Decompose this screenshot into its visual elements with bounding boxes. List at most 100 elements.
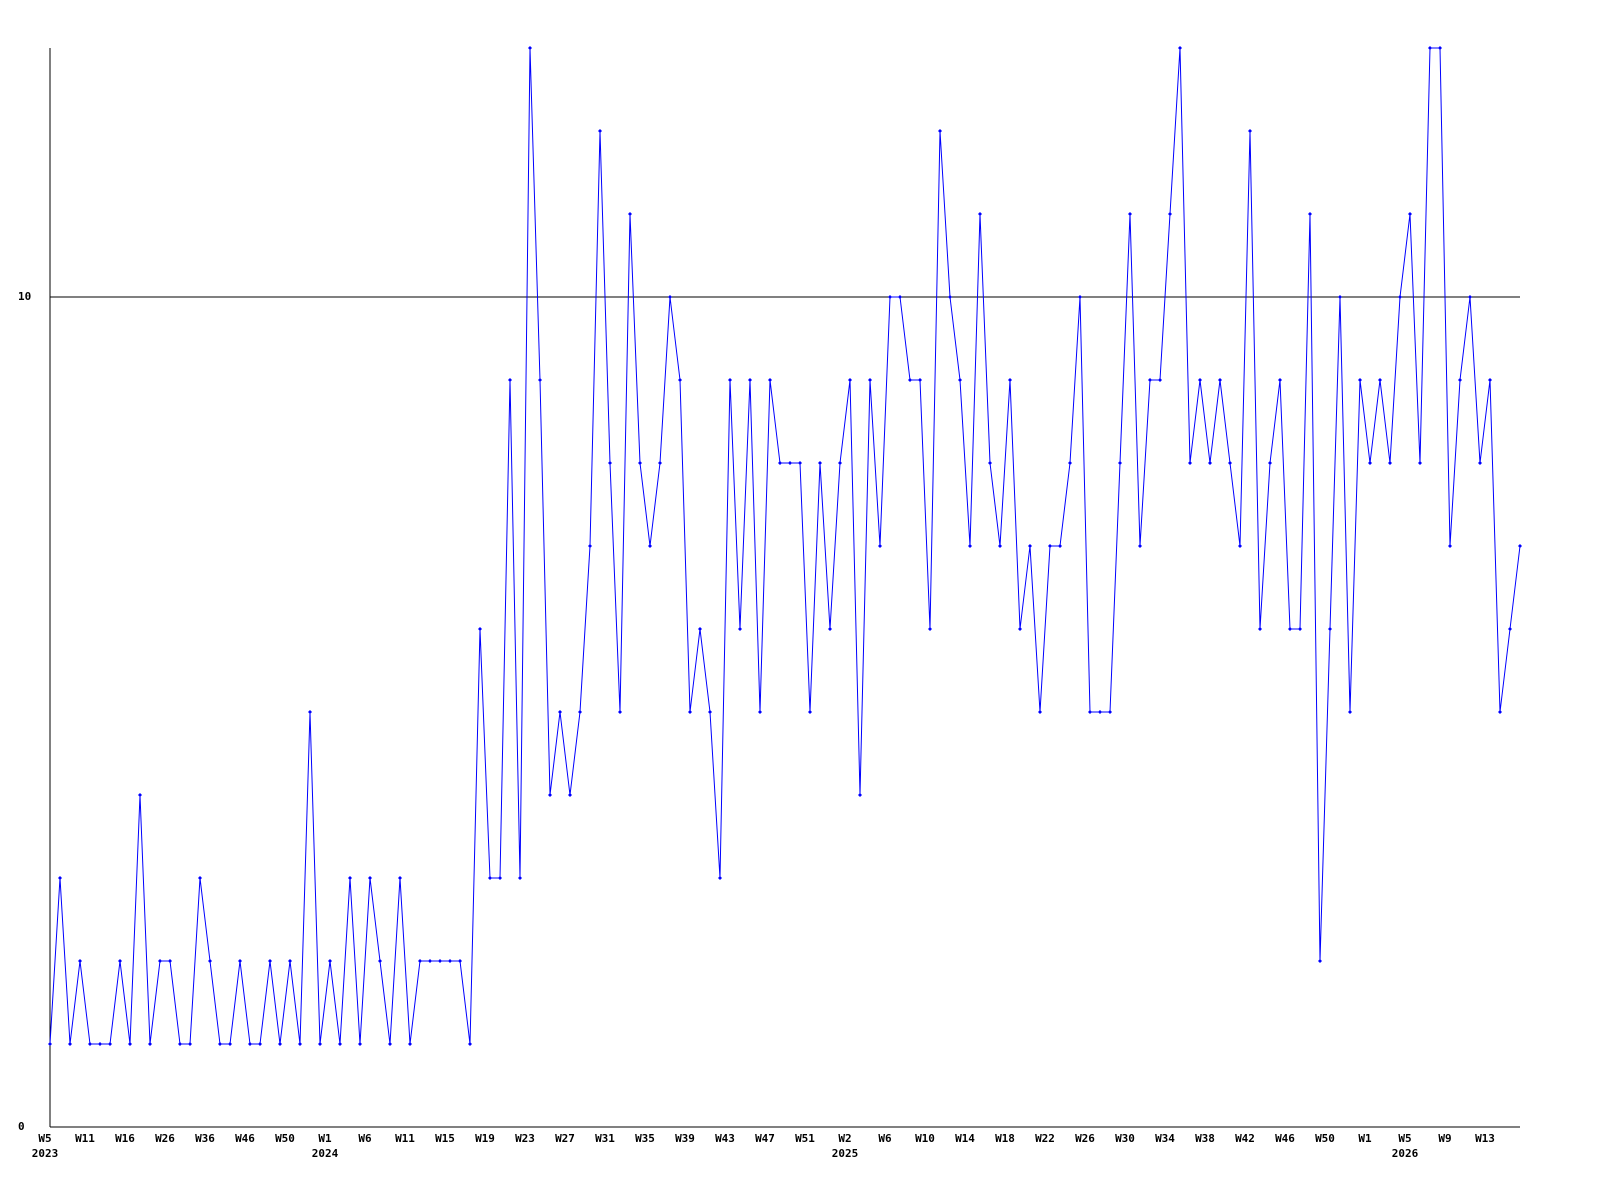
x-tick-label: W36 xyxy=(195,1132,215,1145)
point xyxy=(688,710,692,714)
point xyxy=(648,544,652,548)
point xyxy=(148,1042,152,1046)
point xyxy=(1118,461,1122,465)
point xyxy=(718,876,722,880)
point xyxy=(928,627,932,631)
x-tick-label: W30 xyxy=(1115,1132,1135,1145)
point xyxy=(678,378,682,382)
x-tick-label: W5 xyxy=(1398,1132,1411,1145)
point xyxy=(408,1042,412,1046)
point xyxy=(738,627,742,631)
point xyxy=(758,710,762,714)
point xyxy=(938,129,942,133)
point xyxy=(118,959,122,963)
point xyxy=(1098,710,1102,714)
point xyxy=(1268,461,1272,465)
point xyxy=(848,378,852,382)
x-tick-label: W18 xyxy=(995,1132,1015,1145)
point xyxy=(838,461,842,465)
point xyxy=(178,1042,182,1046)
point xyxy=(1058,544,1062,548)
point xyxy=(1078,295,1082,299)
point xyxy=(128,1042,132,1046)
point xyxy=(448,959,452,963)
point xyxy=(308,710,312,714)
x-tick-label: W50 xyxy=(1315,1132,1335,1145)
x-tick-label: W39 xyxy=(675,1132,695,1145)
point xyxy=(1288,627,1292,631)
x-tick-label: W11 xyxy=(75,1132,95,1145)
point xyxy=(968,544,972,548)
point xyxy=(1488,378,1492,382)
x-tick-label: W27 xyxy=(555,1132,575,1145)
y-tick-label: 10 xyxy=(18,290,31,303)
point xyxy=(918,378,922,382)
x-tick-label: W1 xyxy=(1358,1132,1372,1145)
point xyxy=(1228,461,1232,465)
x-tick-label: W23 xyxy=(515,1132,535,1145)
point xyxy=(898,295,902,299)
x-tick-label: W6 xyxy=(878,1132,892,1145)
point xyxy=(1358,378,1362,382)
point xyxy=(388,1042,392,1046)
point xyxy=(338,1042,342,1046)
point xyxy=(1218,378,1222,382)
point xyxy=(1408,212,1412,216)
point xyxy=(788,461,792,465)
point xyxy=(1178,46,1182,50)
point xyxy=(1448,544,1452,548)
point xyxy=(288,959,292,963)
point xyxy=(578,710,582,714)
point xyxy=(618,710,622,714)
x-tick-label: W51 xyxy=(795,1132,815,1145)
point xyxy=(298,1042,302,1046)
point xyxy=(158,959,162,963)
point xyxy=(418,959,422,963)
point xyxy=(358,1042,362,1046)
x-tick-label: W47 xyxy=(755,1132,775,1145)
x-tick-label: W16 xyxy=(115,1132,135,1145)
x-tick-label: W15 xyxy=(435,1132,455,1145)
point xyxy=(658,461,662,465)
point xyxy=(1348,710,1352,714)
point xyxy=(818,461,822,465)
x-tick-label: W5 xyxy=(38,1132,51,1145)
point xyxy=(958,378,962,382)
point xyxy=(1308,212,1312,216)
x-tick-label: W50 xyxy=(275,1132,295,1145)
x-tick-label: W11 xyxy=(395,1132,415,1145)
point xyxy=(988,461,992,465)
x-year-label: 2025 xyxy=(832,1147,859,1160)
point xyxy=(1038,710,1042,714)
x-tick-label: W46 xyxy=(1275,1132,1295,1145)
point xyxy=(998,544,1002,548)
point xyxy=(378,959,382,963)
point xyxy=(1328,627,1332,631)
point xyxy=(488,876,492,880)
point xyxy=(1318,959,1322,963)
point xyxy=(1368,461,1372,465)
point xyxy=(1088,710,1092,714)
x-tick-label: W26 xyxy=(155,1132,175,1145)
point xyxy=(1208,461,1212,465)
point xyxy=(188,1042,192,1046)
point xyxy=(1158,378,1162,382)
point xyxy=(1378,378,1382,382)
x-tick-label: W22 xyxy=(1035,1132,1055,1145)
point xyxy=(138,793,142,797)
point xyxy=(1008,378,1012,382)
point xyxy=(328,959,332,963)
point xyxy=(1438,46,1442,50)
point xyxy=(498,876,502,880)
point xyxy=(1108,710,1112,714)
x-tick-label: W42 xyxy=(1235,1132,1255,1145)
point xyxy=(78,959,82,963)
point xyxy=(58,876,62,880)
point xyxy=(1468,295,1472,299)
point xyxy=(1138,544,1142,548)
point xyxy=(1478,461,1482,465)
point xyxy=(888,295,892,299)
y-tick-label: 0 xyxy=(18,1120,25,1133)
point xyxy=(68,1042,72,1046)
x-tick-label: W43 xyxy=(715,1132,735,1145)
